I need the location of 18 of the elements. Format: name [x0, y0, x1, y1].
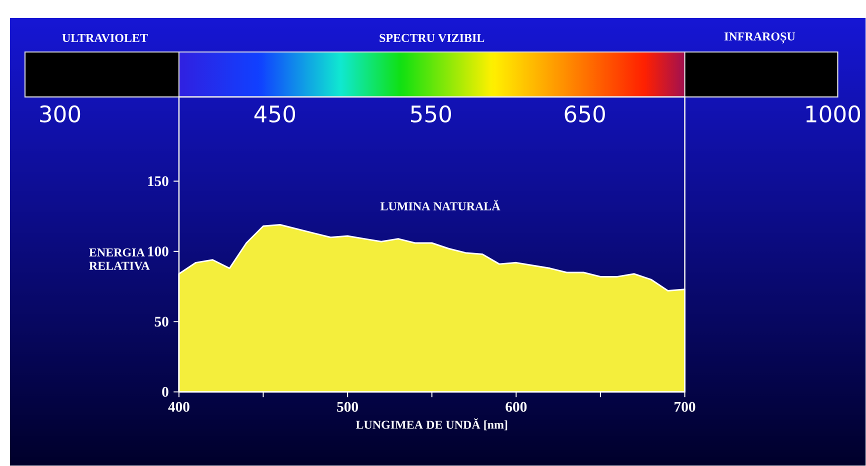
annotation: 450: [254, 105, 296, 123]
x-tick-label: 400: [168, 402, 190, 412]
y-tick-label: 50: [154, 316, 168, 327]
y-tick-label: 150: [148, 176, 168, 186]
x-tick-label: 700: [674, 402, 696, 412]
text: ULTRAVIOLET: [62, 34, 148, 42]
text: 300: [40, 105, 80, 123]
annotation: 650: [564, 105, 605, 123]
annotation: 550: [410, 105, 451, 123]
x-axis-title: LUNGIMEA DE UNDĂ [nm]: [356, 418, 508, 430]
x-tick-label: 500: [337, 402, 358, 412]
x-tick-label: 600: [506, 402, 527, 412]
y-tick-label: 100: [148, 246, 168, 256]
text: LUMINA NATURALĂ: [380, 200, 500, 210]
text: INFRAROȘU: [724, 32, 796, 44]
text: 1000: [806, 105, 860, 123]
text: SPECTRU VIZIBIL: [380, 34, 484, 42]
y-tick-label: 0: [162, 386, 168, 397]
